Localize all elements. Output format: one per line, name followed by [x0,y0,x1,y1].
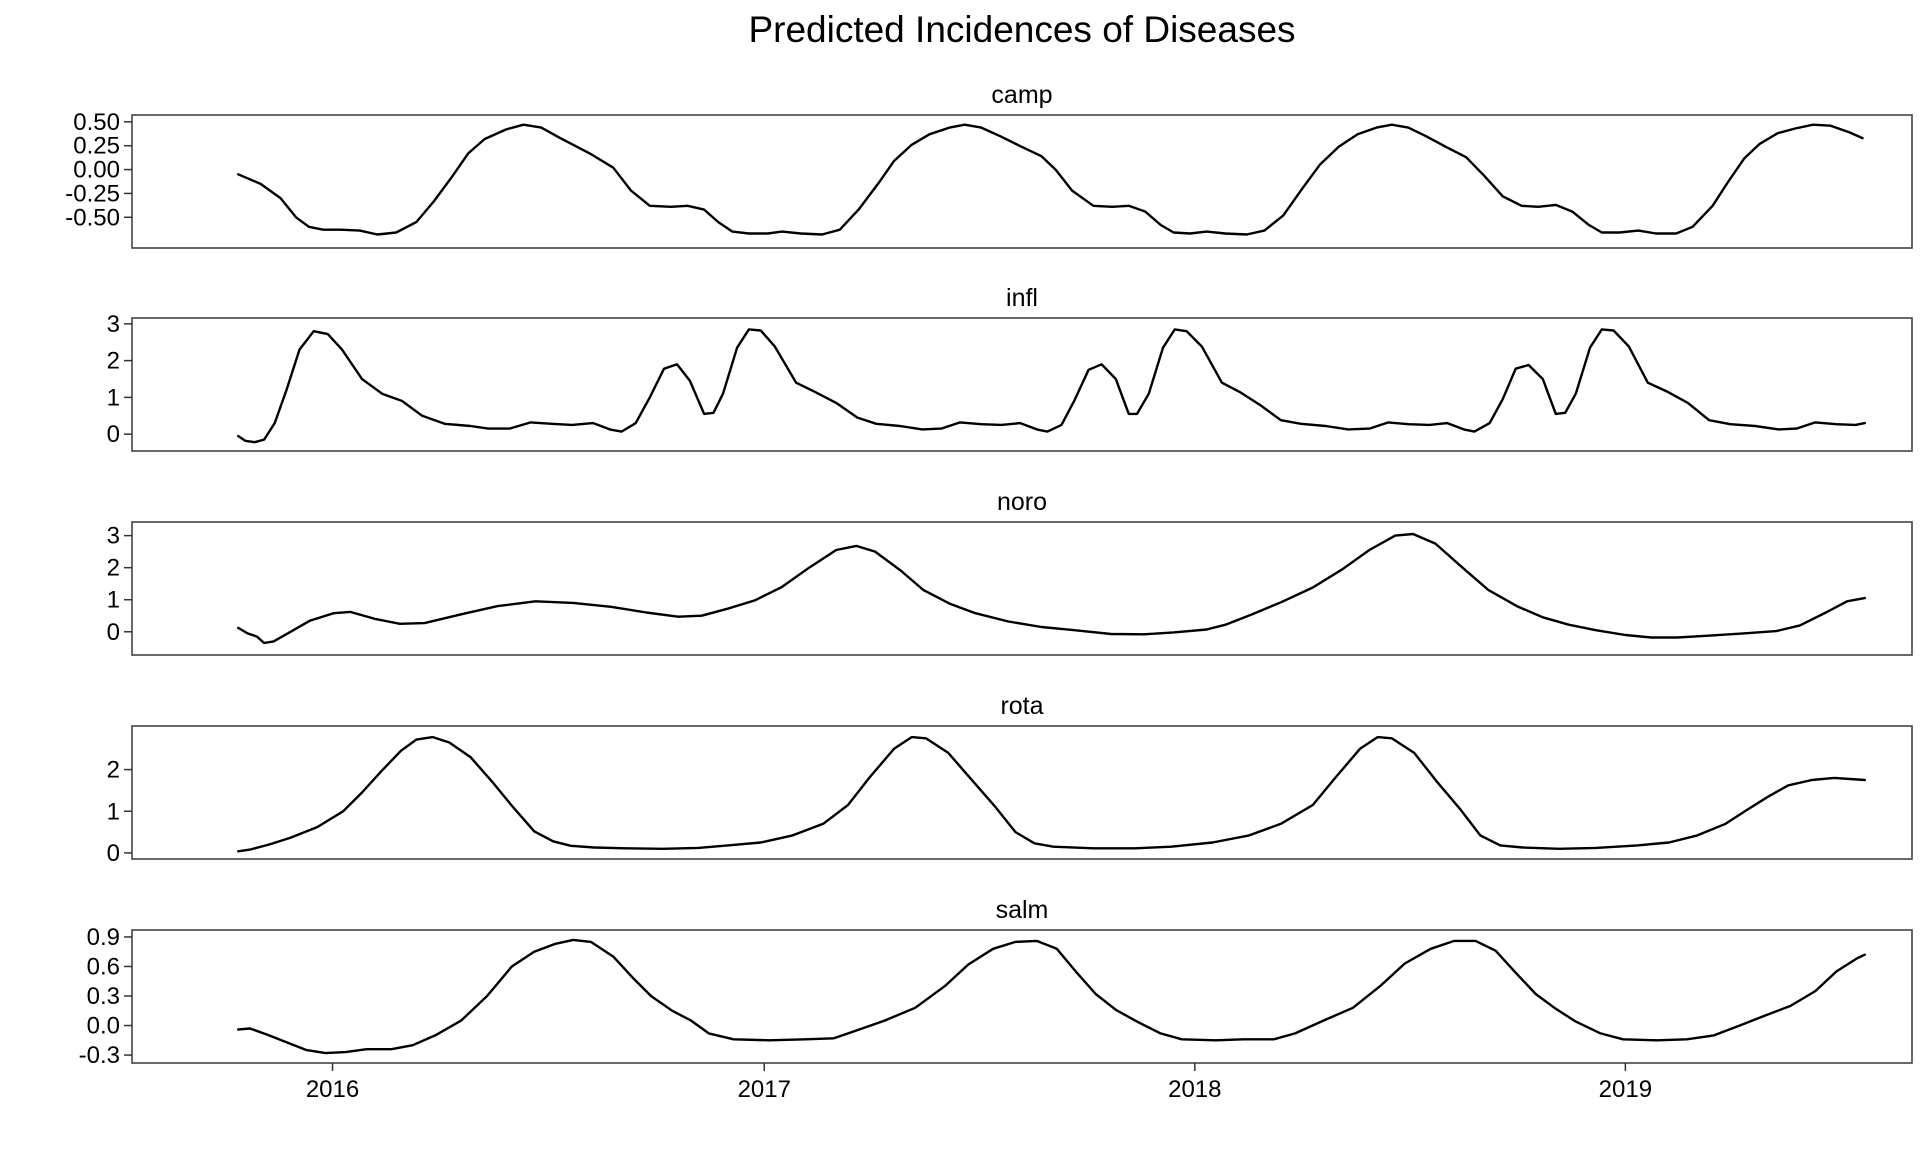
panels-layer: camp0.500.250.00-0.25-0.50infl3210noro32… [65,81,1913,1103]
chart-title: Predicted Incidences of Diseases [748,9,1295,50]
y-tick-label-salm: 0.6 [87,953,120,980]
y-tick-label-infl: 2 [107,348,120,375]
x-tick-label-2018: 2018 [1168,1076,1221,1103]
panel-frame-infl [131,317,1913,452]
series-line-infl [236,328,1867,444]
y-tick-label-camp: -0.25 [65,180,120,207]
y-tick-label-noro: 2 [107,555,120,582]
y-tick-label-camp: 0.00 [73,157,120,184]
x-axis: 2016 2017 2018 2019 [306,1063,1652,1103]
panel-title-camp: camp [991,81,1052,109]
series-line-rota [236,735,1867,853]
y-tick-label-salm: 0.9 [87,924,120,951]
x-tick-label-2019: 2019 [1599,1076,1652,1103]
y-tick-label-rota: 2 [107,757,120,784]
y-tick-label-infl: 3 [107,311,120,338]
y-tick-label-salm: 0.0 [87,1013,120,1040]
x-tick-label-2016: 2016 [306,1076,359,1103]
y-tick-label-salm: 0.3 [87,983,120,1010]
panel-frame-salm [131,929,1913,1064]
panel-title-salm: salm [996,896,1049,924]
y-tick-label-camp: 0.50 [73,109,120,136]
series-line-salm [236,938,1867,1055]
panel-frame-rota [131,725,1913,860]
y-tick-label-infl: 1 [107,384,120,411]
y-tick-label-camp: 0.25 [73,133,120,160]
x-tick-label-2017: 2017 [738,1076,791,1103]
series-line-camp [236,123,1864,236]
panel-title-infl: infl [1006,284,1038,312]
panel-frame-noro [131,521,1913,656]
panel-rota: rota 2 1 0 [107,692,1913,867]
y-tick-label-rota: 1 [107,798,120,825]
y-tick-label-camp: -0.50 [65,204,120,231]
y-tick-label-salm: -0.3 [79,1042,120,1069]
series-line-noro [236,532,1867,645]
panel-infl: infl 3 2 1 0 [107,284,1913,452]
y-tick-label-infl: 0 [107,421,120,448]
y-tick-label-rota: 0 [107,840,120,867]
panel-title-rota: rota [1000,692,1043,720]
panel-camp: camp 0.500.250.00-0.25-0.50 [65,81,1913,249]
y-tick-label-noro: 0 [107,619,120,646]
panel-title-noro: noro [997,488,1047,516]
panel-salm: salm 0.90.6 0.3 0.0-0.3 [79,896,1913,1069]
panel-noro: noro 3 2 1 0 [107,488,1913,656]
y-tick-label-noro: 1 [107,587,120,614]
panel-frame-camp [131,114,1913,249]
y-tick-label-noro: 3 [107,523,120,550]
